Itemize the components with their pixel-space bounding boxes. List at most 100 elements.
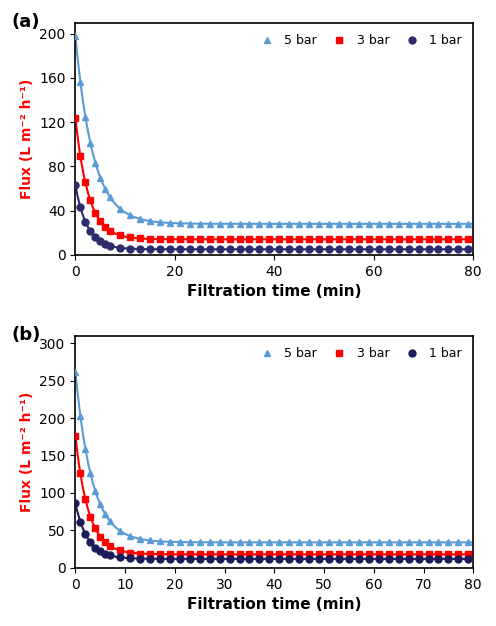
3 bar <box>87 197 93 204</box>
3 bar <box>177 550 183 558</box>
3 bar <box>465 235 471 243</box>
5 bar <box>455 220 461 228</box>
5 bar <box>147 536 153 544</box>
5 bar <box>435 538 441 546</box>
5 bar <box>102 185 108 193</box>
5 bar <box>127 532 133 540</box>
3 bar <box>256 235 262 243</box>
1 bar <box>92 544 98 552</box>
5 bar <box>286 220 292 228</box>
3 bar <box>366 551 372 558</box>
1 bar <box>435 555 441 563</box>
3 bar <box>356 235 362 243</box>
5 bar <box>445 220 451 228</box>
1 bar <box>207 245 213 253</box>
5 bar <box>157 218 163 226</box>
1 bar <box>72 500 78 507</box>
3 bar <box>286 235 292 243</box>
5 bar <box>296 220 302 228</box>
3 bar <box>107 227 113 235</box>
3 bar <box>346 235 352 243</box>
1 bar <box>455 555 461 563</box>
1 bar <box>102 240 108 248</box>
5 bar <box>97 501 103 508</box>
5 bar <box>386 220 392 228</box>
3 bar <box>396 235 402 243</box>
5 bar <box>72 368 78 376</box>
3 bar <box>296 551 302 558</box>
1 bar <box>316 555 322 563</box>
3 bar <box>157 550 163 558</box>
1 bar <box>197 555 203 563</box>
5 bar <box>107 518 113 525</box>
5 bar <box>247 220 252 228</box>
3 bar <box>426 235 432 243</box>
5 bar <box>416 538 422 546</box>
1 bar <box>127 245 133 252</box>
3 bar <box>207 551 213 558</box>
1 bar <box>187 555 193 563</box>
3 bar <box>77 152 83 160</box>
3 bar <box>237 551 243 558</box>
5 bar <box>356 220 362 228</box>
1 bar <box>356 245 362 253</box>
5 bar <box>102 510 108 518</box>
5 bar <box>137 215 143 223</box>
3 bar <box>376 235 382 243</box>
X-axis label: Filtration time (min): Filtration time (min) <box>187 597 362 612</box>
5 bar <box>207 538 213 546</box>
Line: 1 bar: 1 bar <box>72 182 472 253</box>
1 bar <box>396 555 402 563</box>
1 bar <box>217 555 223 563</box>
1 bar <box>127 555 133 562</box>
1 bar <box>366 245 372 253</box>
1 bar <box>406 555 412 563</box>
3 bar <box>296 235 302 243</box>
1 bar <box>256 555 262 563</box>
3 bar <box>386 235 392 243</box>
1 bar <box>72 182 78 189</box>
1 bar <box>167 555 173 563</box>
1 bar <box>147 555 153 563</box>
1 bar <box>266 555 272 563</box>
3 bar <box>316 551 322 558</box>
5 bar <box>217 538 223 546</box>
5 bar <box>92 159 98 167</box>
1 bar <box>376 555 382 563</box>
3 bar <box>386 551 392 558</box>
3 bar <box>197 551 203 558</box>
3 bar <box>157 235 163 243</box>
1 bar <box>177 245 183 253</box>
3 bar <box>227 235 233 243</box>
3 bar <box>376 551 382 558</box>
5 bar <box>127 212 133 219</box>
1 bar <box>227 555 233 563</box>
1 bar <box>77 203 83 211</box>
1 bar <box>107 242 113 250</box>
3 bar <box>167 235 173 243</box>
1 bar <box>426 555 432 563</box>
1 bar <box>177 555 183 563</box>
3 bar <box>426 551 432 558</box>
3 bar <box>247 551 252 558</box>
5 bar <box>247 538 252 546</box>
3 bar <box>276 551 282 558</box>
5 bar <box>117 205 123 212</box>
1 bar <box>197 245 203 253</box>
3 bar <box>286 551 292 558</box>
5 bar <box>256 538 262 546</box>
3 bar <box>266 235 272 243</box>
5 bar <box>356 538 362 546</box>
1 bar <box>157 245 163 253</box>
1 bar <box>376 245 382 253</box>
1 bar <box>82 530 88 538</box>
5 bar <box>376 538 382 546</box>
5 bar <box>177 220 183 227</box>
5 bar <box>426 538 432 546</box>
5 bar <box>326 220 332 228</box>
5 bar <box>157 538 163 545</box>
1 bar <box>256 245 262 253</box>
5 bar <box>406 538 412 546</box>
3 bar <box>435 235 441 243</box>
5 bar <box>187 538 193 546</box>
